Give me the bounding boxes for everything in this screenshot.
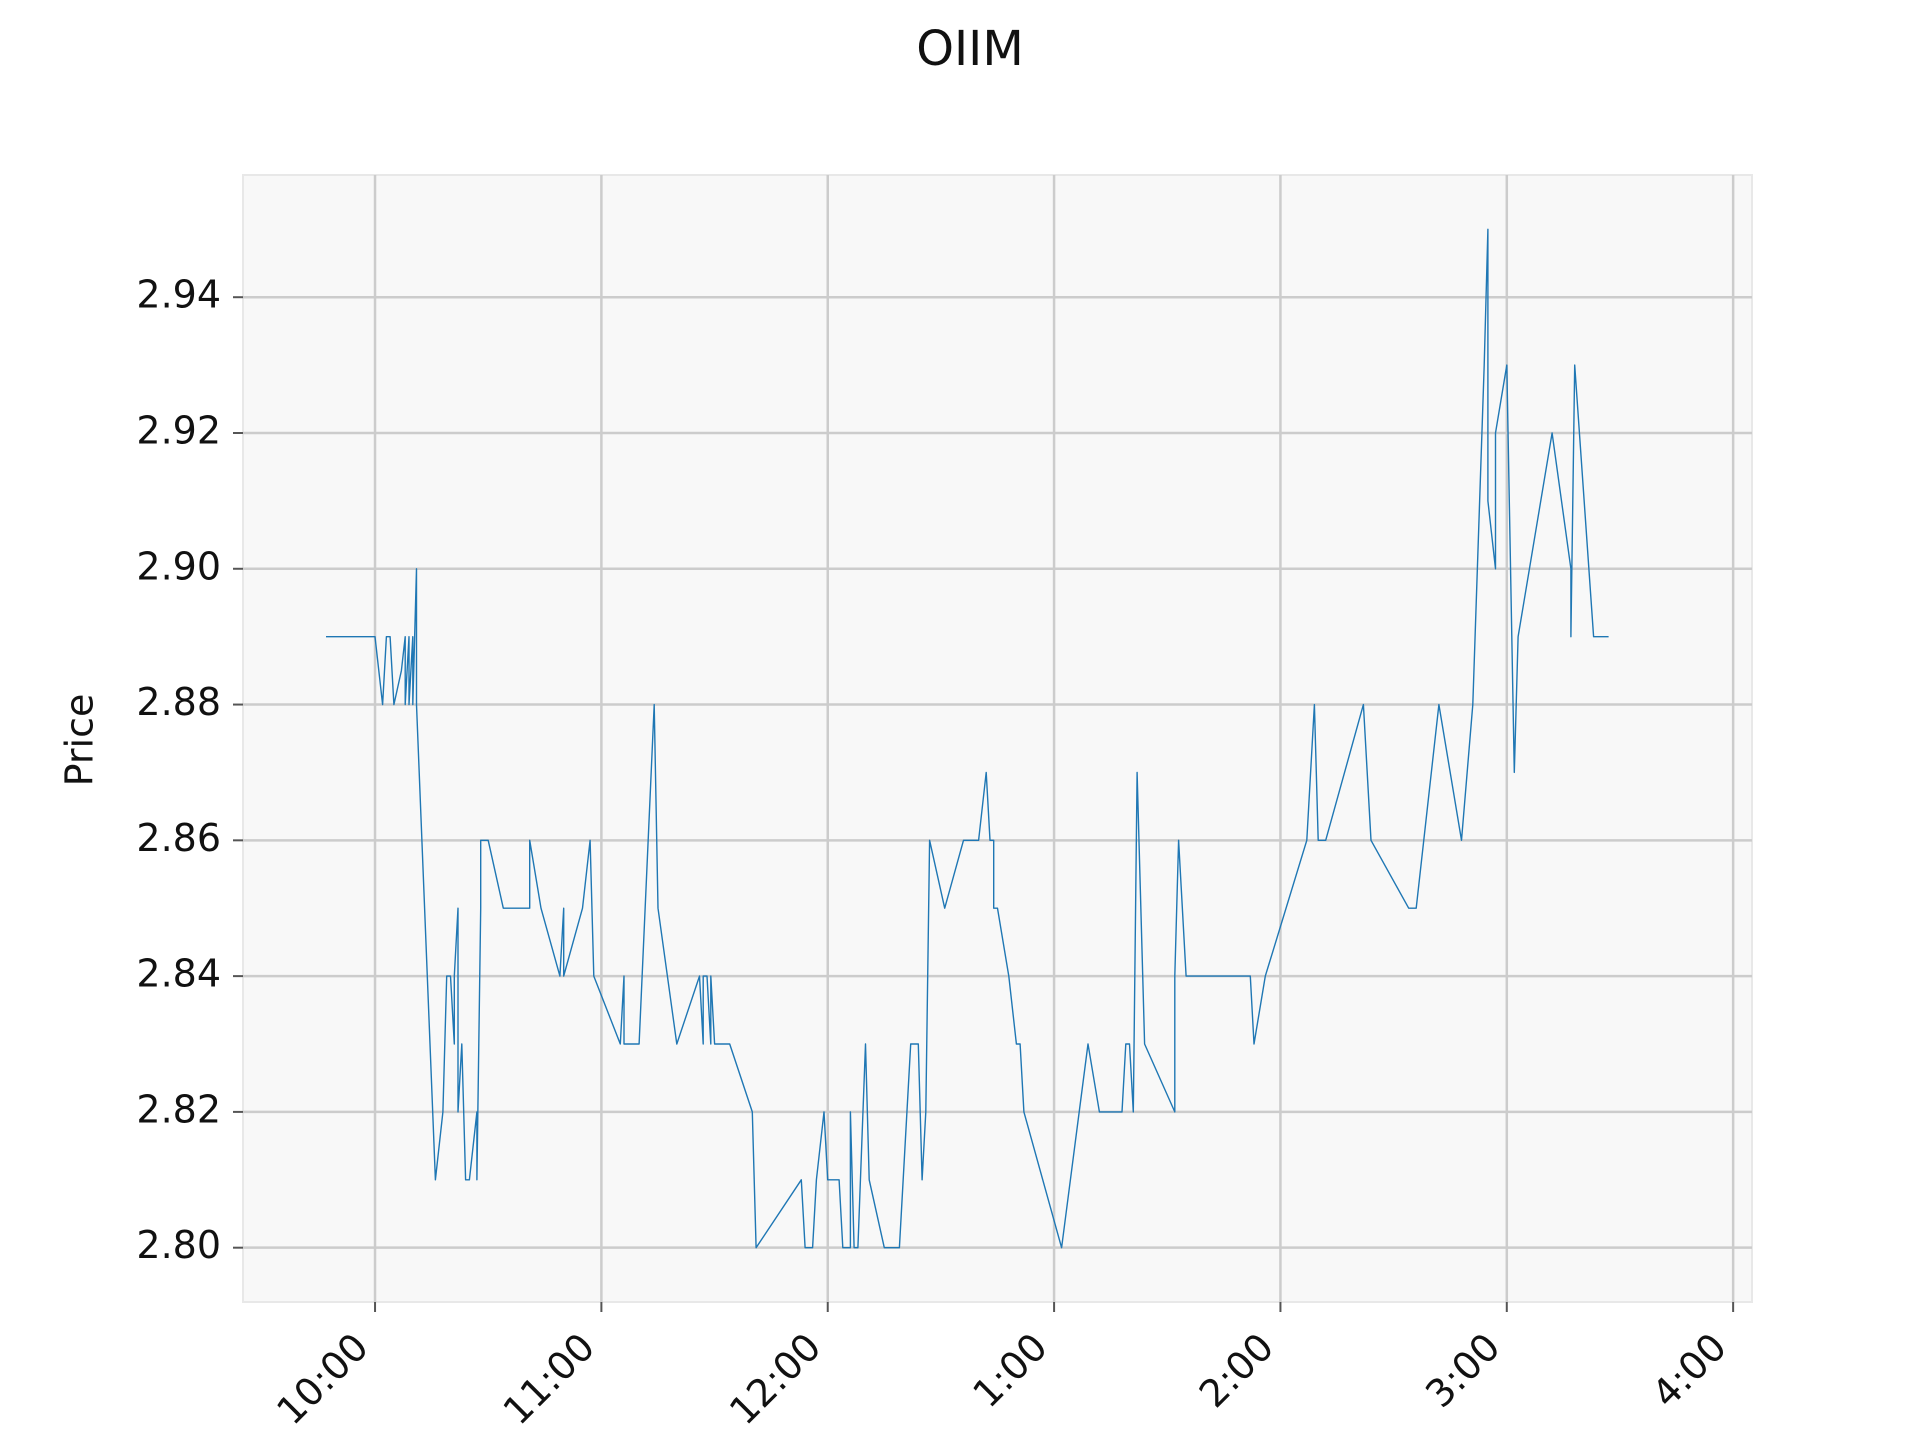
plot-area [242, 174, 1753, 1303]
y-tick-label: 2.80 [136, 1223, 221, 1267]
x-tick-label: 3:00 [1417, 1325, 1508, 1416]
chart-title: OIIM [916, 21, 1024, 77]
y-tick-label: 2.86 [136, 816, 221, 860]
x-tick-label: 2:00 [1191, 1325, 1282, 1416]
x-tick-label: 10:00 [268, 1325, 377, 1434]
y-tick-label: 2.84 [136, 952, 221, 996]
y-tick-label: 2.90 [136, 544, 221, 588]
y-tick-label: 2.82 [136, 1087, 221, 1131]
y-tick-label: 2.92 [136, 408, 221, 452]
x-tick-label: 11:00 [495, 1325, 604, 1434]
y-tick-label: 2.88 [136, 680, 221, 724]
x-tick-label: 1:00 [964, 1325, 1055, 1416]
y-axis-label: Price [58, 694, 102, 787]
y-tick-label: 2.94 [136, 273, 221, 317]
price-series-line [326, 228, 1609, 1249]
x-tick-label: 12:00 [721, 1325, 830, 1434]
x-tick-label: 4:00 [1643, 1325, 1734, 1416]
grid-layer [243, 175, 1752, 1302]
